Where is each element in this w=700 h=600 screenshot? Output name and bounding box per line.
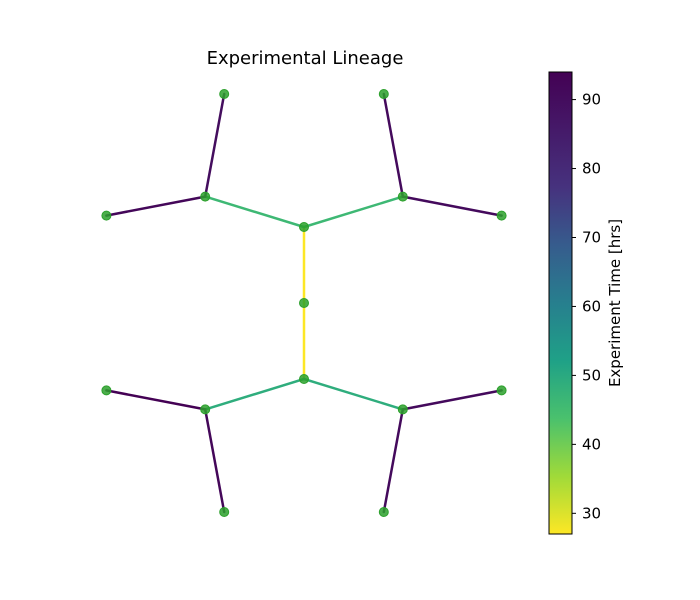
edge-B2-B2b bbox=[382, 408, 405, 514]
colorbar-tick-label-40: 40 bbox=[582, 435, 601, 453]
colorbar-gradient bbox=[548, 71, 573, 535]
edge-B1-B1a bbox=[105, 389, 207, 411]
edge-A2-A2a bbox=[401, 195, 503, 217]
colorbar-tick-label-30: 30 bbox=[582, 504, 601, 522]
node-A2 bbox=[397, 191, 408, 202]
node-A2a bbox=[496, 210, 507, 221]
node-A1a bbox=[101, 210, 112, 221]
colorbar-label: Experiment Time [hrs] bbox=[606, 219, 624, 387]
edge-A2-A2b bbox=[382, 92, 405, 198]
node-A bbox=[299, 222, 309, 232]
node-root bbox=[299, 298, 309, 308]
node-B bbox=[299, 374, 309, 384]
edge-B-B1 bbox=[203, 377, 306, 411]
colorbar-tick-label-50: 50 bbox=[582, 366, 601, 384]
node-B2 bbox=[397, 404, 408, 415]
edge-A1-A1a bbox=[105, 195, 207, 217]
node-A1b bbox=[219, 89, 230, 99]
colorbar: 30 40 50 60 70 80 90 Experiment Time [hrs] bbox=[548, 71, 624, 535]
edge-A-A1 bbox=[203, 195, 306, 229]
node-A1 bbox=[200, 191, 211, 202]
node-B2a bbox=[496, 385, 507, 396]
node-A2b bbox=[378, 89, 389, 99]
colorbar-tick-label-80: 80 bbox=[582, 160, 601, 178]
edges-layer bbox=[105, 92, 503, 514]
node-B1b bbox=[219, 507, 230, 517]
colorbar-tick-label-90: 90 bbox=[582, 91, 601, 109]
edge-A1-A1b bbox=[203, 92, 226, 198]
chart-title: Experimental Lineage bbox=[207, 48, 404, 69]
colorbar-tick-label-70: 70 bbox=[582, 228, 601, 246]
nodes-layer bbox=[101, 89, 507, 517]
edge-B2-B2a bbox=[401, 389, 503, 411]
node-B2b bbox=[378, 507, 389, 517]
colorbar-tick-label-60: 60 bbox=[582, 297, 601, 315]
edge-B-B2 bbox=[302, 377, 405, 411]
colorbar-ticks: 30 40 50 60 70 80 90 bbox=[572, 91, 601, 522]
edge-B1-B1b bbox=[203, 408, 226, 514]
node-B1 bbox=[200, 404, 211, 415]
node-B1a bbox=[101, 385, 112, 396]
edge-A-A2 bbox=[302, 195, 405, 229]
